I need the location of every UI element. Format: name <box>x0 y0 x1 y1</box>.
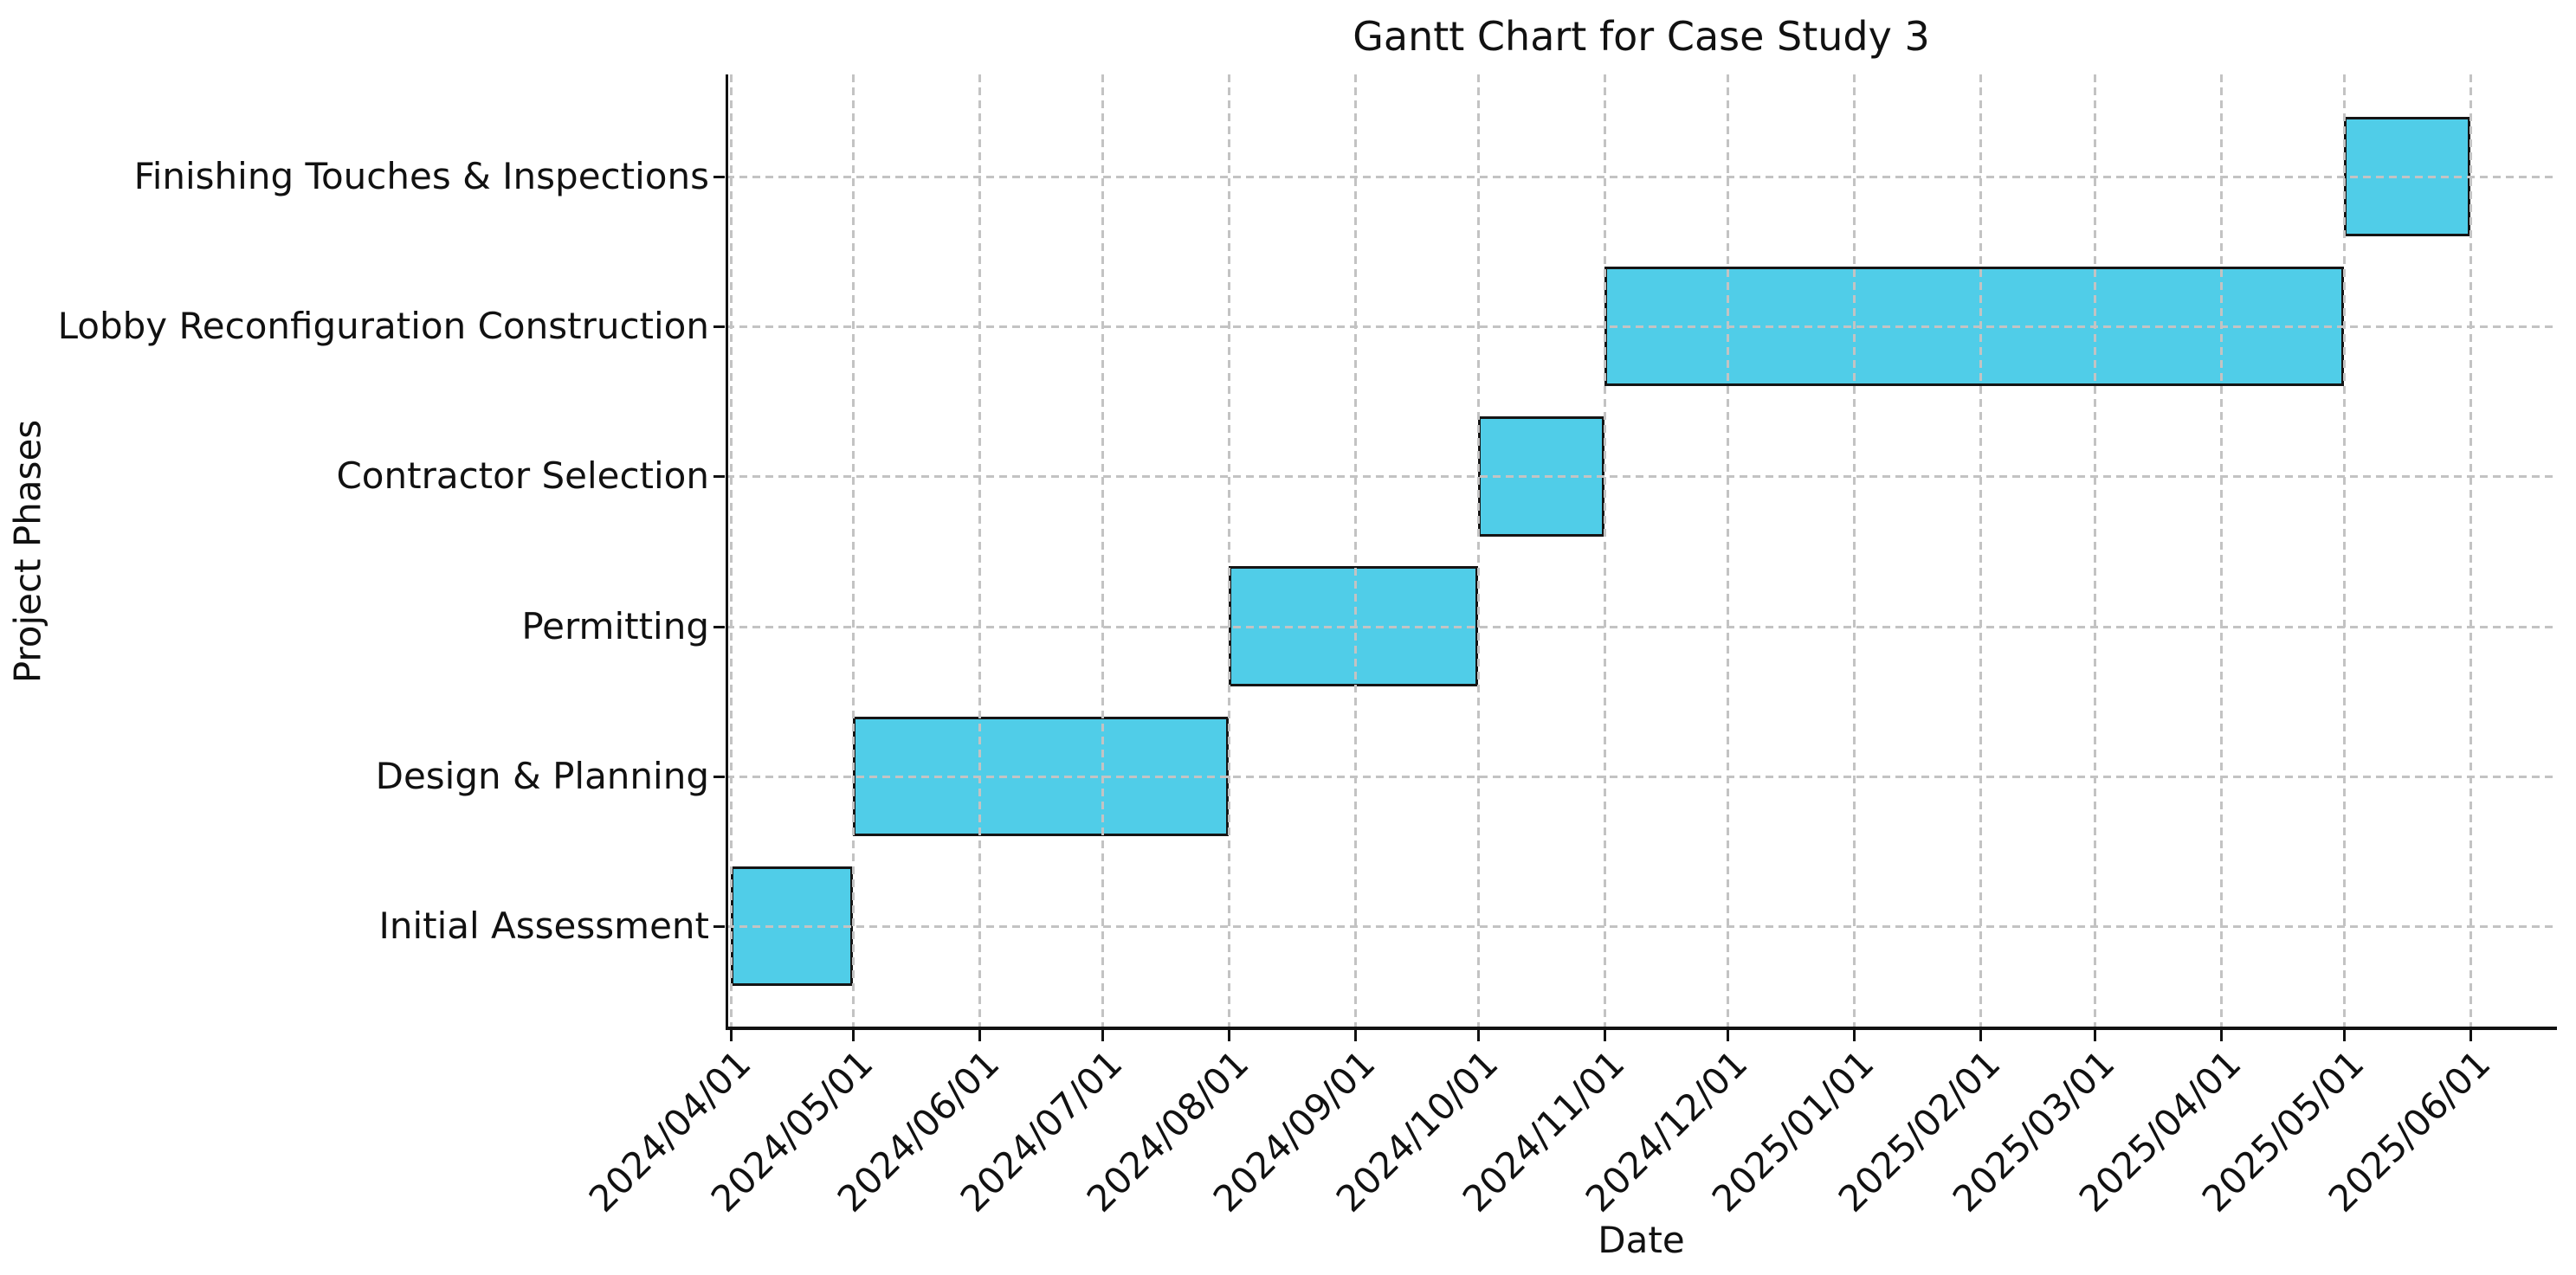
y-tick-label: Design & Planning <box>375 754 709 797</box>
gridline-x <box>1101 74 1104 1028</box>
gridline-y <box>726 475 2556 479</box>
x-tick <box>1852 1030 1856 1041</box>
x-tick <box>852 1030 855 1041</box>
gridline-x <box>2342 74 2346 1028</box>
gridline-y <box>726 625 2556 628</box>
x-tick <box>1726 1030 1729 1041</box>
y-tick-labels-layer: Finishing Touches & Inspections Lobby Rec… <box>0 74 709 1028</box>
y-tick-label: Lobby Reconfiguration Construction <box>57 305 709 348</box>
y-tick <box>713 325 725 329</box>
x-tick <box>2220 1030 2224 1041</box>
gridline-x <box>2220 74 2224 1028</box>
x-tick <box>978 1030 982 1041</box>
x-tick <box>1604 1030 1607 1041</box>
x-tick <box>1354 1030 1358 1041</box>
x-tick-labels-layer: 2024/04/01 2024/05/01 2024/06/01 2024/07/01… <box>580 74 2556 1220</box>
x-tick <box>2469 1030 2472 1041</box>
y-tick <box>713 625 725 628</box>
y-tick <box>713 925 725 929</box>
x-tick <box>729 1030 733 1041</box>
y-tick <box>713 775 725 778</box>
x-axis-spine <box>726 1027 2557 1030</box>
plot-area: 2024/04/01 2024/05/01 2024/06/01 2024/07/01… <box>580 74 2557 1220</box>
grid-layer <box>726 74 2556 1028</box>
gridline-x <box>1979 74 1982 1028</box>
gridline-y <box>726 325 2556 329</box>
gridline-x <box>1604 74 1607 1028</box>
gridline-x <box>1228 74 1231 1028</box>
x-tick <box>1476 1030 1480 1041</box>
y-tick <box>713 175 725 178</box>
gridline-x <box>978 74 982 1028</box>
gridline-x <box>852 74 855 1028</box>
chart-title: Gantt Chart for Case Study 3 <box>1353 13 1930 60</box>
y-tick-label: Finishing Touches & Inspections <box>133 154 709 197</box>
x-tick <box>2094 1030 2097 1041</box>
gridline-y <box>726 175 2556 178</box>
gridline-x <box>1726 74 1729 1028</box>
x-tick <box>2342 1030 2346 1041</box>
gridline-x <box>1852 74 1856 1028</box>
x-tick <box>1228 1030 1231 1041</box>
gridline-x <box>1354 74 1358 1028</box>
y-tick-label: Initial Assessment <box>378 905 709 948</box>
ticks-layer <box>713 74 2556 1041</box>
gridline-y <box>726 775 2556 778</box>
x-axis-label: Date <box>1598 1219 1685 1261</box>
gridline-x <box>2469 74 2472 1028</box>
y-axis-spine <box>726 74 728 1030</box>
x-tick <box>1101 1030 1104 1041</box>
x-tick <box>1979 1030 1982 1041</box>
gridline-x <box>729 74 733 1028</box>
gridline-x <box>1476 74 1480 1028</box>
gridline-x <box>2094 74 2097 1028</box>
y-tick-label: Contractor Selection <box>336 454 709 498</box>
x-tick-label: 2024/04/01 <box>580 1041 759 1220</box>
y-tick-label: Permitting <box>521 604 709 647</box>
y-tick <box>713 475 725 479</box>
gridline-y <box>726 925 2556 929</box>
